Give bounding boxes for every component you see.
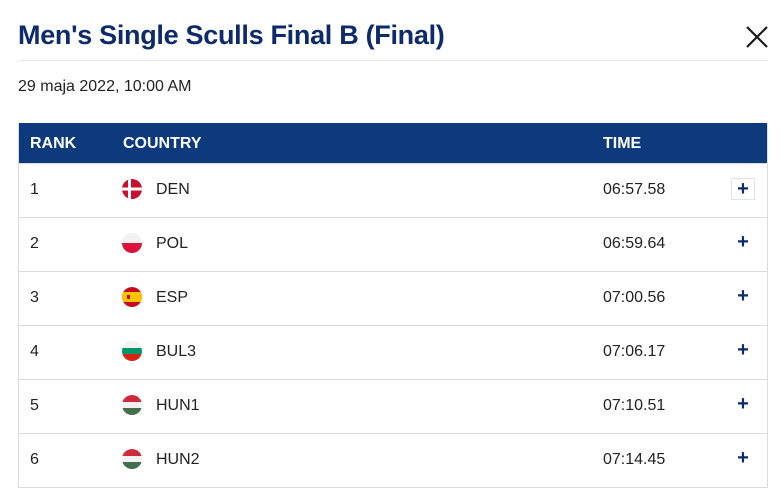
- race-date: 29 maja 2022, 10:00 AM: [18, 78, 192, 95]
- time-cell: 07:06.17: [603, 343, 666, 360]
- results-table: RANK COUNTRY TIME 1 DEN 06:57.58 + 2 POL…: [18, 123, 768, 488]
- rank-cell: 6: [30, 451, 39, 468]
- table-row: 5 HUN1 07:10.51 +: [19, 379, 767, 433]
- hungary-flag-icon: [122, 449, 142, 469]
- table-header: RANK COUNTRY TIME: [19, 123, 767, 163]
- country-cell: DEN: [156, 181, 190, 198]
- time-cell: 06:57.58: [603, 181, 666, 198]
- close-button[interactable]: [742, 22, 772, 52]
- expand-row-button[interactable]: +: [737, 231, 749, 253]
- time-cell: 07:00.56: [603, 289, 666, 306]
- page-title: Men's Single Sculls Final B (Final): [18, 20, 445, 50]
- rank-cell: 1: [30, 181, 39, 198]
- table-row: 1 DEN 06:57.58 +: [19, 163, 767, 217]
- table-row: 4 BUL3 07:06.17 +: [19, 325, 767, 379]
- country-cell: ESP: [156, 289, 189, 306]
- expand-row-button[interactable]: +: [737, 393, 749, 415]
- time-cell: 07:14.45: [603, 451, 666, 468]
- country-cell: HUN1: [156, 397, 200, 414]
- rank-cell: 5: [30, 397, 39, 414]
- expand-row-button[interactable]: +: [737, 447, 749, 469]
- hungary-flag-icon: [122, 395, 142, 415]
- modal-header: Men's Single Sculls Final B (Final): [18, 18, 784, 62]
- expand-row-button[interactable]: +: [737, 339, 749, 361]
- country-cell: HUN2: [156, 451, 200, 468]
- column-header-rank: RANK: [30, 135, 77, 152]
- denmark-flag-icon: [122, 179, 142, 199]
- rank-cell: 2: [30, 235, 39, 252]
- poland-flag-icon: [122, 233, 142, 253]
- time-cell: 07:10.51: [603, 397, 666, 414]
- column-header-country: COUNTRY: [123, 135, 202, 152]
- close-icon: [746, 26, 768, 48]
- time-cell: 06:59.64: [603, 235, 666, 252]
- rank-cell: 4: [30, 343, 39, 360]
- bulgaria-flag-icon: [122, 341, 142, 361]
- rank-cell: 3: [30, 289, 39, 306]
- spain-flag-icon: [122, 287, 142, 307]
- column-header-time: TIME: [603, 135, 642, 152]
- country-cell: POL: [156, 235, 189, 252]
- table-row: 3 ESP 07:00.56 +: [19, 271, 767, 325]
- expand-row-button[interactable]: +: [731, 178, 755, 200]
- expand-row-button[interactable]: +: [737, 285, 749, 307]
- table-row: 2 POL 06:59.64 +: [19, 217, 767, 271]
- country-cell: BUL3: [156, 343, 197, 360]
- header-divider: [18, 60, 768, 61]
- table-row: 6 HUN2 07:14.45 +: [19, 433, 767, 487]
